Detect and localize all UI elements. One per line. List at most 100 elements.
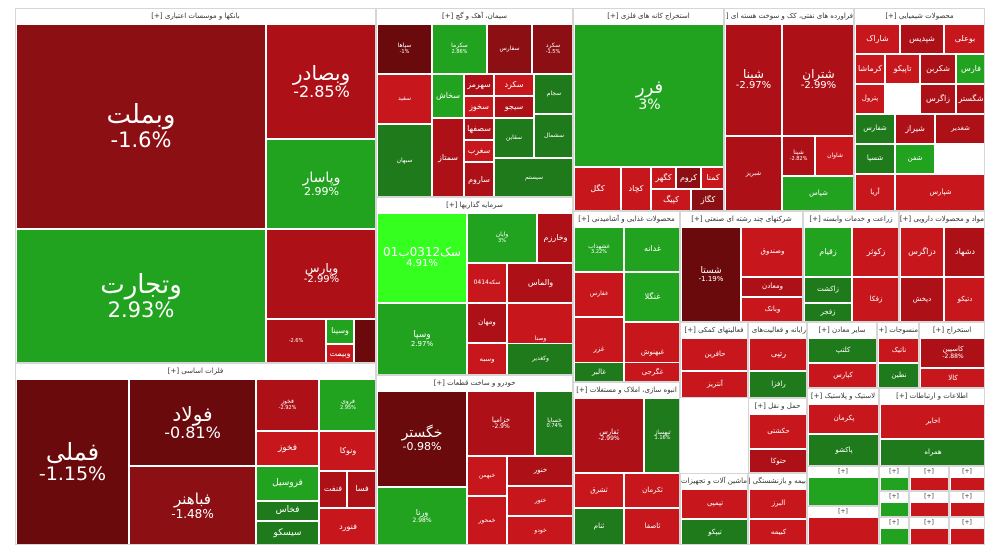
stock-tile[interactable]: والماس — [507, 263, 572, 303]
stock-tile[interactable]: شغدیر — [935, 114, 984, 144]
stock-tile[interactable]: فباهنر -1.48% — [129, 466, 256, 544]
stock-tile[interactable]: کالا — [920, 368, 984, 387]
stock-tile[interactable]: وبصادر -2.85% — [266, 24, 375, 139]
stock-tile[interactable]: شبنا -2.97% — [725, 24, 782, 136]
stock-tile[interactable]: سقاین — [494, 118, 534, 158]
sector-block[interactable]: استخراج کانه های فلزی [+] فرر 3% کگل کچاد کگه… — [573, 8, 724, 211]
stock-tile[interactable]: کرماشا — [855, 54, 885, 84]
stock-tile[interactable]: دتیکو — [944, 277, 984, 321]
sector-block[interactable]: خودرو و ساخت قطعات [+] خگستر -0.98% ورنا 2.9… — [376, 375, 573, 545]
sector-block[interactable]: فعالیتهای کمکی [+] حافرین آنتریز — [680, 322, 748, 398]
stock-tile[interactable]: تاپیکو — [885, 54, 920, 84]
sector-title[interactable]: محصولات غذایی و آشامیدنی [+] — [574, 212, 679, 228]
stock-tile[interactable] — [950, 502, 984, 516]
sector-block[interactable]: [+] — [879, 466, 909, 491]
stock-tile[interactable]: سیسکو — [256, 521, 319, 544]
stock-tile[interactable]: زفکا — [852, 277, 898, 321]
stock-tile[interactable]: فملی -1.15% — [16, 379, 129, 544]
stock-tile[interactable]: حکشتی — [749, 414, 806, 449]
sector-title[interactable]: فعالیتهای کمکی [+] — [681, 323, 747, 339]
stock-tile[interactable]: غالبر — [574, 362, 624, 381]
stock-tile[interactable]: فرر 3% — [574, 24, 723, 167]
stock-tile[interactable]: ثشرق — [574, 473, 624, 508]
stock-tile[interactable]: سجام — [534, 74, 572, 114]
sector-block[interactable]: [+] — [807, 506, 879, 545]
sector-block[interactable]: [+] — [909, 491, 949, 517]
sector-block[interactable]: منسوجات [+] ناتیک نطین — [877, 322, 919, 388]
stock-tile[interactable]: تپمپی — [681, 489, 747, 519]
sector-block[interactable]: سایر معادن [+] کلتپ کپارس — [807, 322, 877, 388]
stock-tile[interactable]: حتوکا — [749, 449, 806, 472]
stock-tile[interactable] — [880, 502, 908, 516]
stock-tile[interactable]: شفن — [895, 144, 935, 174]
sector-block[interactable]: لاستیک و پلاستیک [+] پکرمان پاکشو — [807, 388, 879, 466]
stock-tile[interactable]: شسپا — [855, 144, 895, 174]
stock-tile[interactable]: آریا — [855, 174, 895, 210]
stock-tile[interactable]: فارس — [956, 54, 984, 84]
sector-title[interactable]: بانکها و موسسات اعتباری [+] — [16, 9, 375, 25]
stock-tile[interactable]: ختور — [507, 486, 572, 516]
stock-tile[interactable]: سپاها -1% — [377, 24, 432, 74]
stock-tile[interactable]: ثبهساز 1.16% — [644, 398, 679, 473]
stock-tile[interactable]: غنگلا — [624, 272, 679, 322]
stock-tile[interactable]: دپخش — [900, 277, 944, 321]
stock-tile[interactable]: ومهان — [467, 303, 507, 343]
sector-title[interactable]: حمل و نقل [+] — [749, 399, 806, 415]
sector-block[interactable]: بیمه و بازنشستگی [+] البرز کبیمه — [748, 473, 807, 545]
sector-title[interactable]: استخراج [+] — [920, 323, 984, 339]
sector-block[interactable]: [+] — [879, 491, 909, 517]
stock-tile[interactable]: خودو — [507, 516, 572, 544]
stock-tile[interactable]: دشهاد — [944, 227, 984, 277]
sector-title[interactable]: سیمان، آهک و گچ [+] — [377, 9, 572, 25]
stock-tile[interactable]: زاگرس — [920, 84, 956, 114]
stock-tile[interactable]: ناتیک — [878, 338, 918, 363]
stock-tile[interactable]: وسینا — [326, 319, 354, 344]
stock-tile[interactable]: حافرین — [681, 338, 747, 371]
stock-tile[interactable]: زاکشت — [804, 277, 852, 303]
sector-block[interactable]: استخراج [+] کاسپین -2.88% کالا — [919, 322, 985, 388]
stock-tile[interactable]: وصندوق — [741, 227, 802, 277]
stock-tile[interactable]: ثاصفا — [624, 508, 679, 544]
stock-tile[interactable]: شبریز — [725, 136, 782, 210]
stock-tile[interactable]: زقیام — [804, 227, 852, 277]
stock-tile[interactable]: ثنام — [574, 508, 624, 544]
stock-tile[interactable]: شگستر — [956, 84, 984, 114]
sector-block[interactable]: رایانه و فعالیت‌های وابسته [+] رتپی رافزا — [748, 322, 807, 398]
sector-title[interactable]: زراعت و خدمات وابسته [+] — [804, 212, 898, 228]
stock-tile[interactable]: رتپی — [749, 338, 806, 371]
stock-tile[interactable] — [950, 528, 984, 544]
stock-tile[interactable]: شاراک — [855, 24, 900, 54]
stock-tile[interactable]: سفید — [377, 74, 432, 124]
stock-tile[interactable]: فولاد -0.81% — [129, 379, 256, 466]
stock-tile[interactable]: ثکرمان — [624, 473, 679, 508]
sector-title[interactable]: فراورده های نفتی، کک و سوخت هسته ای [+] — [725, 9, 853, 25]
stock-tile[interactable]: فنورد — [319, 508, 375, 544]
stock-tile[interactable]: سیستم — [494, 158, 572, 196]
stock-tile[interactable]: وسپا 2.97% — [377, 303, 467, 374]
stock-tile[interactable]: وبانک — [741, 297, 802, 321]
stock-tile[interactable]: کگهر — [651, 167, 676, 189]
stock-tile[interactable]: شپارس — [895, 174, 984, 210]
stock-tile[interactable]: غفارس — [574, 272, 624, 317]
stock-tile[interactable]: فخوز — [256, 431, 319, 466]
sector-block[interactable]: فراورده های نفتی، کک و سوخت هسته ای [+] ش… — [724, 8, 854, 211]
stock-tile[interactable]: شستا -1.19% — [681, 227, 741, 321]
stock-tile[interactable]: وبیمت — [326, 344, 354, 362]
sector-title[interactable]: فلزات اساسی [+] — [16, 364, 375, 380]
sector-block[interactable]: انبوه سازی، املاک و مستغلات [+] ثفارس -2.9… — [573, 382, 680, 545]
stock-tile[interactable]: کلتپ — [808, 338, 876, 363]
stock-tile[interactable]: کاسپین -2.88% — [920, 338, 984, 368]
sector-block[interactable]: ماشین آلات و تجهیزات [+] تپمپی تیپکو — [680, 473, 748, 545]
stock-tile[interactable] — [880, 477, 908, 490]
stock-tile[interactable]: ثفارس -2.99% — [574, 398, 644, 473]
stock-tile[interactable]: سک0312ب01 4.91% — [377, 213, 467, 303]
stock-tile[interactable]: فسا — [347, 471, 375, 508]
sector-block[interactable]: [+] — [949, 466, 985, 491]
stock-tile[interactable]: کمنا — [701, 167, 723, 189]
sector-title[interactable]: شرکتهای چند رشته ای صنعتی [+] — [681, 212, 802, 228]
stock-tile[interactable]: سکرد -1.5% — [532, 24, 572, 74]
stock-tile[interactable]: سصفها — [464, 118, 494, 140]
sector-block[interactable]: [+] — [949, 491, 985, 517]
stock-tile[interactable]: سکه0414 — [467, 263, 507, 303]
stock-tile[interactable] — [910, 477, 948, 490]
